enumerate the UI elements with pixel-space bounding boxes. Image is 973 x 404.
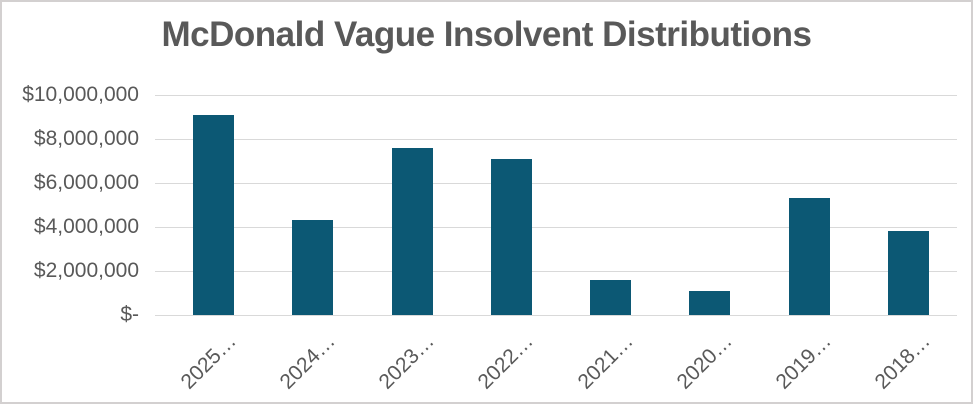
bar-2025 <box>193 114 235 315</box>
bar-2021 <box>590 279 632 315</box>
y-tick-label: $6,000,000 <box>33 171 139 194</box>
x-tick-label: 2018… <box>870 329 936 394</box>
x-tick-label: 2024… <box>275 329 340 394</box>
gridline <box>155 227 957 228</box>
x-tick-label: 2021… <box>573 329 638 394</box>
y-tick-label: $8,000,000 <box>33 127 139 150</box>
bar-2024 <box>292 220 334 315</box>
bar-2019 <box>788 198 830 315</box>
gridline <box>155 139 957 140</box>
x-tick-label: 2019… <box>771 329 836 394</box>
bar-2022 <box>490 158 532 315</box>
bar-2023 <box>391 147 433 315</box>
y-tick-label: $- <box>120 303 139 326</box>
y-tick-label: $10,000,000 <box>22 83 139 106</box>
x-tick-label: 2020… <box>672 329 737 394</box>
x-tick-label: 2023… <box>374 329 439 394</box>
gridline <box>155 95 957 96</box>
x-axis-line <box>155 315 957 316</box>
gridline <box>155 183 957 184</box>
x-tick-label: 2022… <box>473 329 539 394</box>
gridline <box>155 271 957 272</box>
y-tick-label: $2,000,000 <box>33 259 139 282</box>
chart-title: McDonald Vague Insolvent Distributions <box>161 15 812 54</box>
bar-2018 <box>887 231 929 315</box>
y-tick-label: $4,000,000 <box>33 215 139 238</box>
bar-2020 <box>689 290 731 315</box>
x-tick-label: 2025… <box>176 329 241 394</box>
